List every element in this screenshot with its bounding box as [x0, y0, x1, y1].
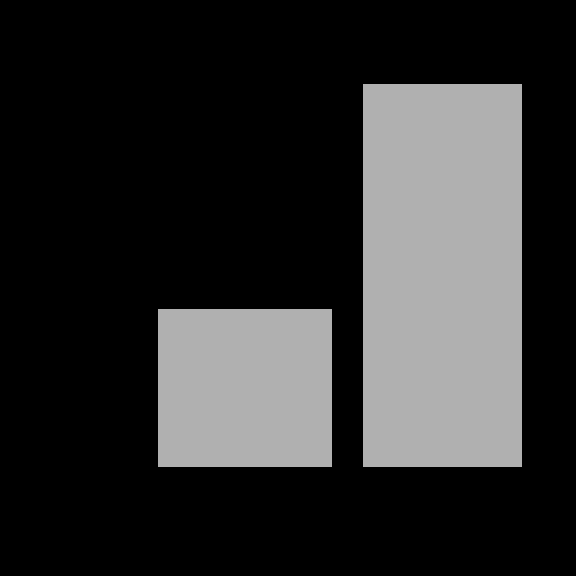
bar-2	[363, 84, 522, 467]
bar-1	[158, 309, 332, 467]
bar-chart	[0, 0, 576, 576]
